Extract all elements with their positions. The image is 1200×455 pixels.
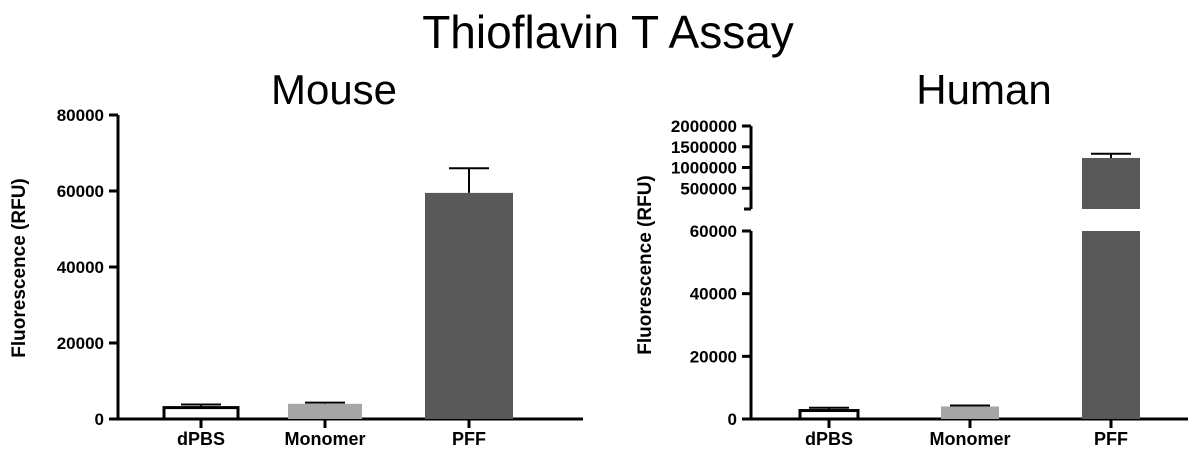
human-y-tick-label: 1500000 — [671, 138, 737, 157]
human-bar-monomer — [941, 406, 999, 419]
human-chart: Human Fluorescence (RFU) 0 20000 40000 6000… — [635, 66, 1188, 449]
mouse-x-tick-label: Monomer — [285, 429, 366, 449]
mouse-x-tick-label: PFF — [452, 429, 486, 449]
human-bar-pff-lower — [1082, 231, 1140, 419]
human-x-tick-label: dPBS — [805, 429, 853, 449]
human-x-tick-label: Monomer — [930, 429, 1011, 449]
mouse-y-tick-label: 60000 — [57, 182, 104, 201]
mouse-chart-title: Mouse — [271, 66, 397, 113]
human-y-tick-label: 2000000 — [671, 117, 737, 136]
human-y-axis-label: Fluorescence (RFU) — [635, 175, 656, 354]
human-y-tick-label: 1000000 — [671, 159, 737, 178]
mouse-y-tick-label: 40000 — [57, 258, 104, 277]
human-y-tick-label: 60000 — [690, 222, 737, 241]
mouse-y-tick-label: 20000 — [57, 334, 104, 353]
mouse-chart: Mouse Fluorescence (RFU) 0 20000 40000 6000… — [9, 66, 583, 449]
mouse-plot-area: 0 20000 40000 60000 80000 dPBS Monomer PFF — [57, 106, 583, 449]
mouse-y-tick-label: 0 — [95, 410, 104, 429]
mouse-bar-dpbs — [162, 406, 240, 421]
human-y-tick-label: 500000 — [680, 179, 737, 198]
mouse-bar-pff — [425, 192, 513, 419]
mouse-x-tick-label: dPBS — [177, 429, 225, 449]
human-y-tick-label: 0 — [728, 410, 737, 429]
human-x-tick-label: PFF — [1094, 429, 1128, 449]
human-y-tick-label: 40000 — [690, 285, 737, 304]
mouse-y-tick-label: 80000 — [57, 106, 104, 125]
human-bar-pff-upper — [1082, 157, 1140, 209]
human-bar-dpbs — [798, 409, 860, 421]
figure-title: Thioflavin T Assay — [422, 6, 794, 58]
human-y-tick-label: 20000 — [690, 347, 737, 366]
mouse-y-axis-label: Fluorescence (RFU) — [9, 178, 30, 357]
human-chart-title: Human — [916, 66, 1051, 113]
mouse-bar-monomer — [288, 403, 362, 419]
